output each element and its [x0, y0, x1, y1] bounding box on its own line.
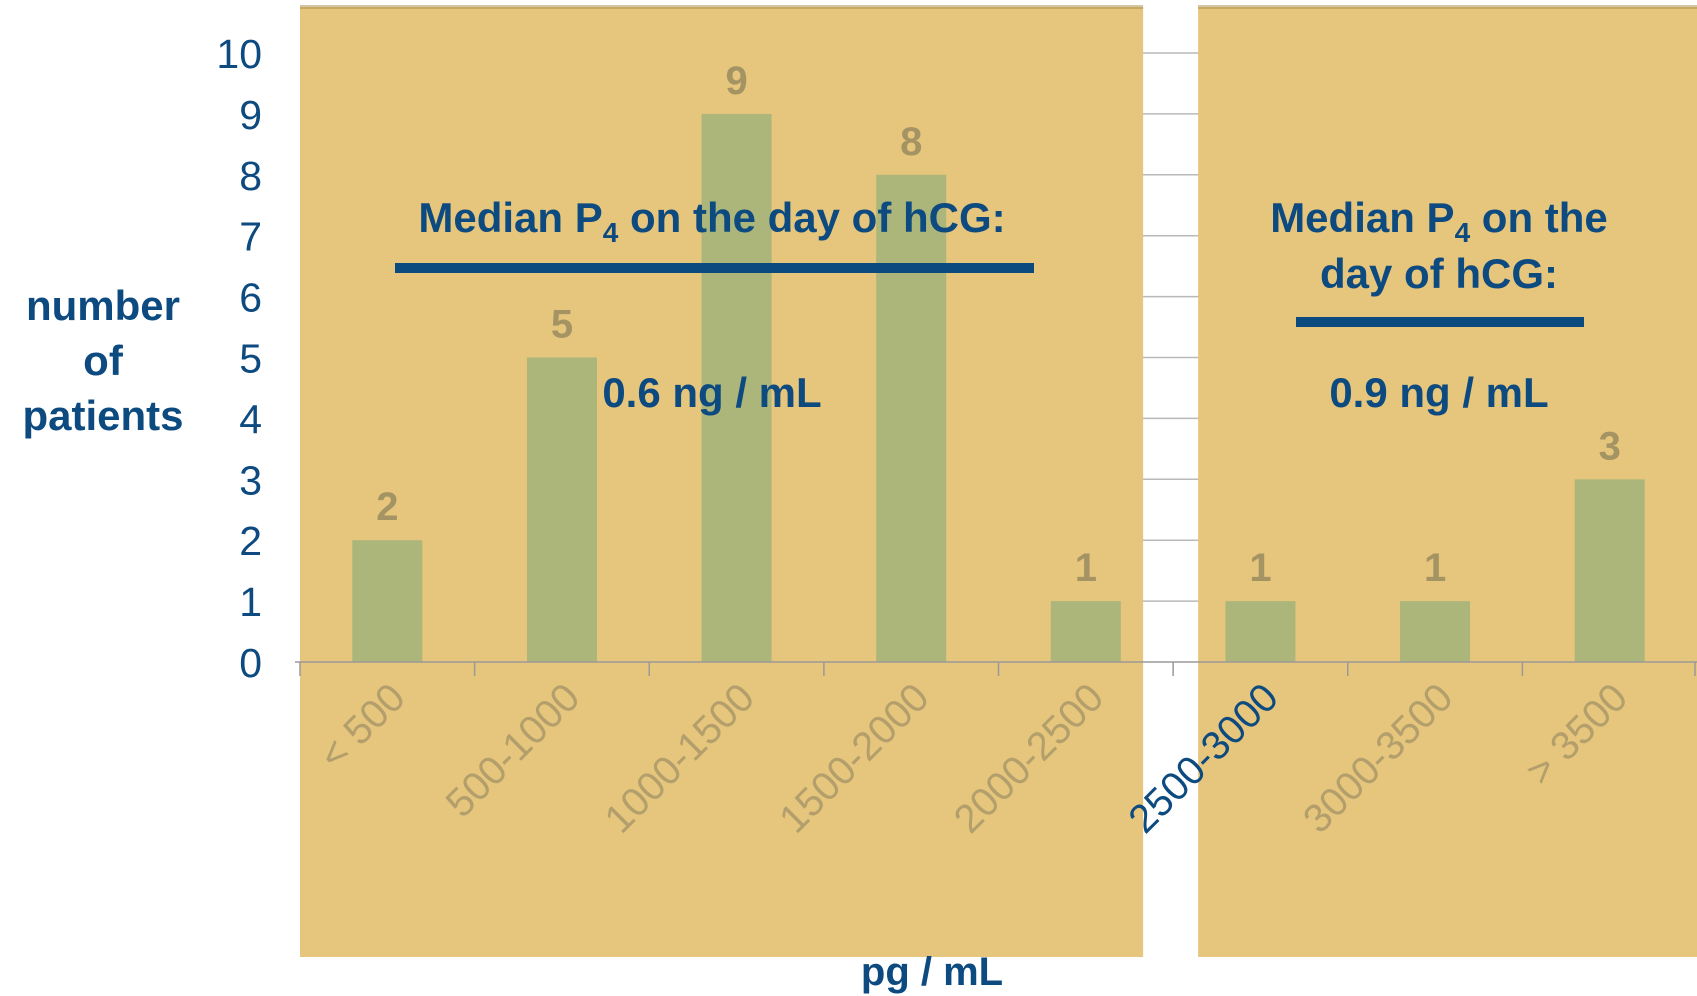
annotation-underline: [1296, 317, 1584, 327]
annotation-underline: [395, 263, 1034, 273]
bar: [876, 174, 947, 663]
y-axis-label-line: of: [83, 337, 124, 384]
value-label: 5: [551, 303, 573, 347]
y-tick-label: 5: [239, 336, 262, 382]
value-label: 8: [900, 120, 922, 164]
panel-top-edge: [300, 5, 1144, 9]
y-tick-label: 0: [239, 640, 262, 686]
bars: [352, 113, 1645, 663]
bar: [701, 113, 772, 662]
annotation-value: 0.9 ng / mL: [1329, 369, 1548, 416]
y-tick-label: 3: [239, 457, 262, 503]
annotation-subscript: 4: [1455, 217, 1471, 248]
value-label: 1: [1424, 546, 1446, 590]
value-label: 2: [376, 485, 398, 529]
annotation-text: on the: [1470, 194, 1608, 241]
value-label: 3: [1599, 424, 1621, 468]
y-axis-label-line: number: [26, 282, 180, 329]
value-label: 9: [725, 59, 747, 103]
value-label: 1: [1249, 546, 1271, 590]
y-tick-label: 7: [239, 214, 262, 260]
y-tick-label: 10: [216, 31, 262, 77]
y-tick-label: 6: [239, 275, 262, 321]
annotation-title: Median P4 on the day of hCG:: [418, 194, 1005, 248]
y-tick-label: 9: [239, 92, 262, 138]
x-axis-label: pg / mL: [861, 950, 1003, 994]
y-axis-label: number of patients: [22, 282, 183, 439]
annotation-subscript: 4: [603, 217, 619, 248]
median-annotation: Median P4 on the day of hCG: 0.6 ng / mL: [395, 194, 1034, 416]
y-tick-label: 1: [239, 579, 262, 625]
y-tick-label: 4: [239, 396, 262, 442]
x-axis: [295, 661, 1697, 676]
annotation-text: Median P: [418, 194, 602, 241]
bar: [1225, 601, 1296, 662]
value-label: 1: [1075, 546, 1097, 590]
annotation-title: day of hCG:: [1320, 250, 1558, 297]
value-labels: 2 5 9 8 1 1 1 3: [376, 59, 1621, 590]
annotation-text: Median P: [1270, 194, 1454, 241]
y-tick-label: 8: [239, 153, 262, 199]
panel-top-edge: [1198, 5, 1697, 9]
bar: [1574, 479, 1645, 662]
annotations: Median P4 on the day of hCG:0.6 ng / mLM…: [395, 194, 1608, 416]
bar: [1050, 601, 1121, 662]
annotation-value: 0.6 ng / mL: [602, 369, 821, 416]
annotation-text: on the day of hCG:: [618, 194, 1005, 241]
bar: [1400, 601, 1471, 662]
bar: [526, 357, 597, 662]
y-axis-label-line: patients: [22, 392, 183, 439]
y-tick-labels: 0 1 2 3 4 5 6 7 8 9 10: [216, 31, 262, 686]
bar: [352, 540, 423, 662]
annotation-title: Median P4 on the: [1270, 194, 1608, 248]
annotation-text: day of hCG:: [1320, 250, 1558, 297]
y-tick-label: 2: [239, 518, 262, 564]
